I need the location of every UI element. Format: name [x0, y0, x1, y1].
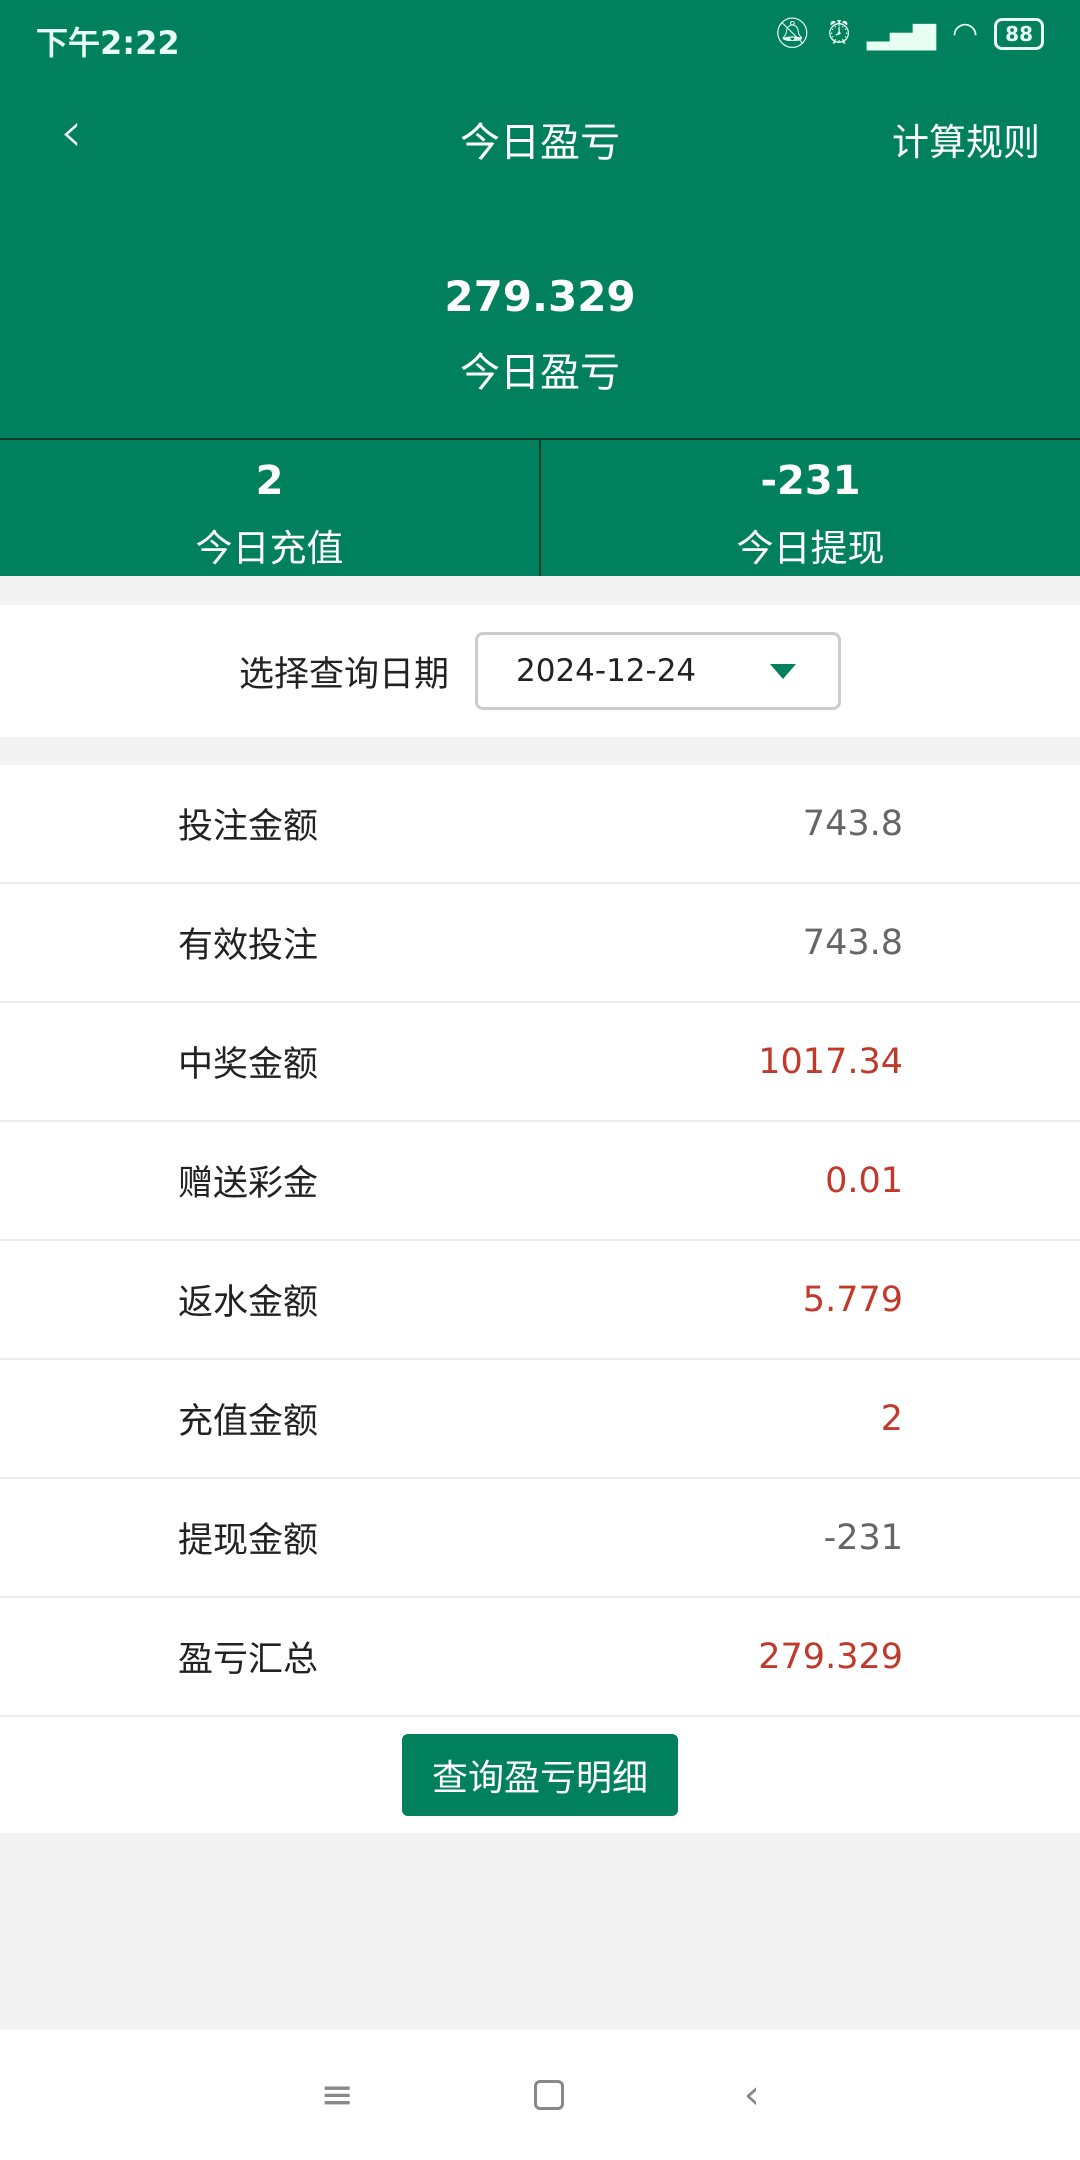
row-label: 返水金额	[178, 1283, 319, 1323]
signal-icon: ▂▄▆	[866, 16, 936, 51]
row-value: 1017.34	[758, 1041, 903, 1082]
row-label: 盈亏汇总	[178, 1640, 319, 1680]
status-time: 下午2:22	[36, 24, 180, 62]
summary-list: 投注金额 743.8 有效投注 743.8 中奖金额 1017.34 赠送彩金 0.01 返水金…	[0, 765, 1080, 1717]
row-label: 有效投注	[178, 926, 319, 966]
mute-bell-icon: 🔕︎	[773, 16, 812, 51]
back-nav-icon[interactable]: ‹	[743, 2072, 760, 2118]
header: 下午2:22 🔕︎ ⏰︎ ▂▄▆ ◠ 88 ‹ 今日盈亏 计算规则 279.32…	[0, 0, 1080, 576]
row-label: 投注金额	[178, 807, 319, 847]
row-value: 743.8	[802, 803, 903, 844]
stat-value: -231	[760, 458, 861, 504]
list-item: 中奖金额 1017.34	[0, 1003, 1080, 1122]
list-item: 有效投注 743.8	[0, 884, 1080, 1003]
row-value: 2	[880, 1398, 903, 1439]
stat-value: 2	[255, 458, 284, 504]
list-item: 赠送彩金 0.01	[0, 1122, 1080, 1241]
list-item: 返水金额 5.779	[0, 1241, 1080, 1360]
list-item: 投注金额 743.8	[0, 765, 1080, 884]
back-button[interactable]: ‹	[60, 100, 83, 165]
date-select[interactable]: 2024-12-24	[475, 632, 841, 710]
stat-recharge: 2 今日充值	[0, 440, 539, 576]
stat-label: 今日充值	[195, 527, 344, 570]
row-value: 0.01	[825, 1160, 903, 1201]
list-item: 充值金额 2	[0, 1360, 1080, 1479]
list-item: 盈亏汇总 279.329	[0, 1598, 1080, 1717]
wifi-icon: ◠	[951, 16, 979, 51]
page-title: 今日盈亏	[460, 120, 620, 166]
query-detail-button[interactable]: 查询盈亏明细	[402, 1734, 678, 1816]
menu-icon[interactable]: ≡	[320, 2072, 354, 2118]
row-value: 279.329	[758, 1636, 903, 1677]
list-item: 提现金额 -231	[0, 1479, 1080, 1598]
row-label: 中奖金额	[178, 1045, 319, 1085]
alarm-icon: ⏰︎	[827, 16, 851, 51]
date-label: 选择查询日期	[238, 654, 449, 695]
stat-label: 今日提现	[736, 527, 885, 570]
row-label: 提现金额	[178, 1521, 319, 1561]
status-bar: 下午2:22 🔕︎ ⏰︎ ▂▄▆ ◠ 88	[0, 0, 1080, 75]
total-profit-value: 279.329	[444, 272, 636, 321]
row-value: -231	[823, 1517, 903, 1558]
date-filter: 选择查询日期 2024-12-24	[0, 605, 1080, 737]
system-nav-bar: ≡ ‹	[0, 2030, 1080, 2160]
dropdown-triangle-icon	[770, 663, 796, 679]
total-profit-label: 今日盈亏	[460, 350, 620, 396]
home-icon[interactable]	[533, 2080, 564, 2110]
row-label: 赠送彩金	[178, 1164, 319, 1204]
row-value: 5.779	[802, 1279, 903, 1320]
stat-withdraw: -231 今日提现	[539, 440, 1080, 576]
calculation-rules-link[interactable]: 计算规则	[892, 121, 1040, 164]
date-value: 2024-12-24	[516, 653, 697, 689]
row-value: 743.8	[802, 922, 903, 963]
battery-icon: 88	[994, 17, 1044, 50]
row-label: 充值金额	[178, 1402, 319, 1442]
